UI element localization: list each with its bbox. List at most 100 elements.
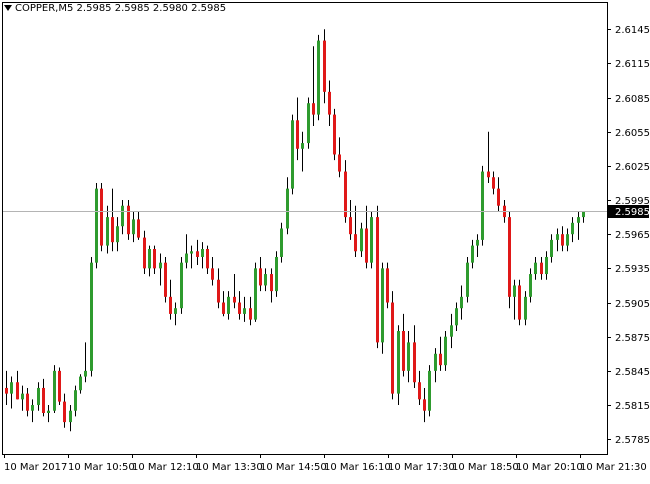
bull-candle-body	[185, 253, 188, 263]
candle	[79, 374, 82, 394]
bull-candle-body	[190, 251, 193, 254]
bear-candle-body	[328, 91, 331, 115]
bull-candle-body	[407, 342, 410, 371]
bull-candle-body	[280, 228, 283, 257]
bear-candle-body	[196, 251, 199, 257]
bull-candle-body	[10, 382, 13, 394]
candle	[312, 46, 315, 126]
candle	[243, 296, 246, 322]
close-value: 2.5985	[191, 3, 227, 14]
bull-candle-body	[174, 308, 177, 314]
bear-candle-body	[323, 40, 326, 92]
candle	[37, 382, 40, 411]
candle	[582, 211, 585, 223]
bull-candle-body	[460, 296, 463, 309]
candle	[566, 228, 569, 252]
bear-candle-body	[233, 296, 236, 303]
symbol-label: COPPER,M5	[15, 3, 74, 14]
bull-candle-body	[69, 410, 72, 423]
bear-candle-body	[153, 249, 156, 269]
time-tick-label: 10 Mar 18:50	[452, 462, 519, 473]
candle	[386, 262, 389, 309]
bull-candle-body	[524, 296, 527, 320]
bear-candle-body	[386, 268, 389, 303]
candle	[370, 211, 373, 269]
bear-candle-body	[561, 234, 564, 246]
price-tick-label: 2.5845	[615, 367, 650, 378]
candle	[211, 256, 214, 286]
candle	[428, 365, 431, 417]
candle	[476, 234, 479, 257]
bull-candle-body	[381, 268, 384, 343]
collapse-triangle-icon[interactable]	[4, 5, 12, 11]
bull-candle-body	[180, 262, 183, 309]
candle	[196, 239, 199, 265]
bull-candle-body	[450, 325, 453, 337]
bear-candle-body	[540, 262, 543, 275]
bear-candle-body	[211, 268, 214, 280]
candle	[21, 385, 24, 411]
time-tick-label: 10 Mar 13:30	[196, 462, 263, 473]
candle	[31, 399, 34, 423]
candle	[116, 217, 119, 252]
candle	[74, 385, 77, 417]
candle	[127, 200, 130, 240]
bull-candle-body	[227, 296, 230, 314]
bear-candle-body	[42, 387, 45, 413]
bull-candle-body	[47, 410, 50, 413]
candle	[227, 291, 230, 320]
price-tick-label: 2.6145	[615, 25, 650, 36]
open-value: 2.5985	[76, 3, 112, 14]
price-tick-label: 2.5965	[615, 230, 650, 241]
bull-candle-body	[31, 405, 34, 411]
time-tick-label: 10 Mar 16:10	[324, 462, 391, 473]
candle	[460, 285, 463, 320]
candle	[434, 348, 437, 383]
candle	[69, 405, 72, 432]
price-axis: 2.61452.61152.60852.60552.60252.59952.59…	[607, 25, 650, 446]
plot-area	[2, 2, 608, 455]
bear-candle-body	[312, 103, 315, 115]
candle	[349, 200, 352, 240]
bull-candle-body	[121, 205, 124, 227]
bull-candle-body	[529, 274, 532, 297]
candle	[317, 34, 320, 121]
candle	[524, 291, 527, 326]
candle	[418, 370, 421, 406]
bull-candle-body	[444, 336, 447, 366]
bull-candle-body	[254, 268, 257, 320]
candle	[518, 279, 521, 326]
candle	[132, 211, 135, 243]
candle	[301, 131, 304, 172]
bear-candle-body	[338, 154, 341, 172]
bear-candle-body	[238, 302, 241, 314]
bull-candle-body	[159, 262, 162, 269]
bear-candle-body	[16, 382, 19, 400]
bear-candle-body	[349, 217, 352, 235]
bull-candle-body	[556, 234, 559, 240]
candle	[439, 336, 442, 371]
candle	[423, 387, 426, 423]
bull-candle-body	[370, 217, 373, 263]
bear-candle-body	[169, 296, 172, 314]
candle	[233, 274, 236, 309]
bear-candle-body	[222, 302, 225, 314]
bull-candle-body	[466, 262, 469, 297]
candle	[492, 171, 495, 195]
bull-candle-body	[275, 256, 278, 292]
candle	[344, 160, 347, 223]
bull-candle-body	[571, 222, 574, 235]
candle	[270, 268, 273, 303]
bull-candle-body	[471, 245, 474, 263]
candle	[148, 245, 151, 277]
candle	[402, 313, 405, 377]
bear-candle-body	[413, 342, 416, 383]
candle	[471, 239, 474, 269]
bull-candle-body	[577, 217, 580, 223]
candle	[545, 251, 548, 280]
bull-candle-body	[534, 262, 537, 275]
candle	[275, 251, 278, 297]
candle	[121, 200, 124, 235]
